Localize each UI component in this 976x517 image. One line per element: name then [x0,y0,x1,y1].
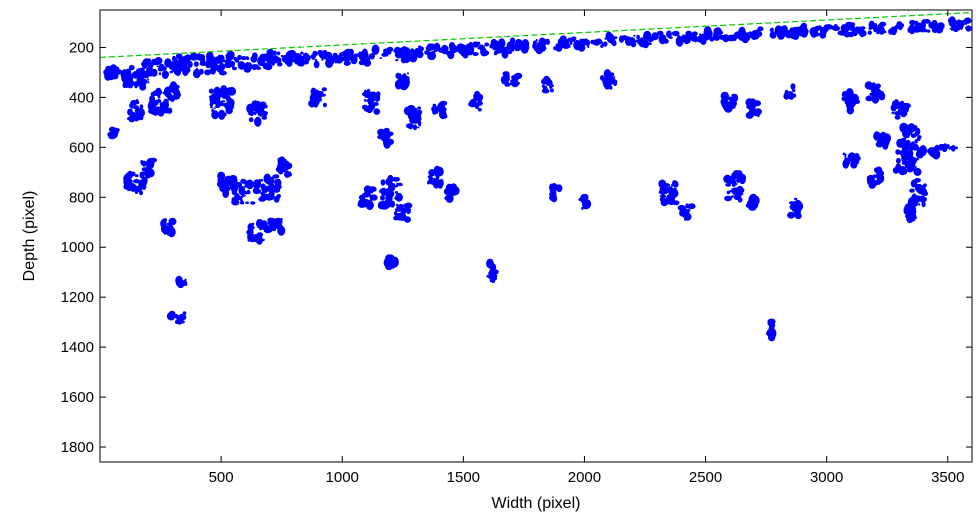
data-point [160,217,177,238]
data-point [605,30,659,49]
x-tick-label: 2000 [568,469,601,486]
y-tick-label: 1000 [61,239,94,256]
data-point [246,100,268,127]
data-point [541,75,554,94]
data-point [256,173,282,203]
x-tick-label: 3000 [810,469,843,486]
data-point [842,152,861,169]
data-point [246,218,269,245]
data-point [427,165,444,189]
data-point [141,57,182,79]
y-tick-label: 1800 [61,439,94,456]
data-point [443,183,460,203]
data-point [864,81,886,104]
data-point [915,145,941,160]
data-point [103,64,123,81]
data-point [899,122,922,151]
surface-line-layer [100,11,972,59]
y-tick-label: 1400 [61,339,94,356]
data-point [166,310,187,325]
data-point [163,81,181,102]
data-point [500,71,523,88]
plot-background [100,10,972,462]
data-point [275,156,293,178]
data-point [787,197,804,220]
data-point [903,203,917,224]
data-point [751,25,805,40]
data-point [557,35,613,52]
data-point [123,170,148,196]
data-point [266,48,320,69]
data-point [841,88,860,115]
data-point [410,42,469,61]
surface-line [100,11,972,59]
plot-area [99,9,973,463]
data-point [357,185,378,211]
data-point [720,91,739,113]
data-point [866,166,885,189]
data-point [216,50,273,73]
y-tick-label: 800 [69,189,94,206]
data-point [208,85,237,120]
data-point [797,22,855,39]
y-tick-label: 400 [69,89,94,106]
x-tick-label: 500 [209,469,234,486]
y-axis-title: Depth (pixel) [21,191,38,282]
data-point [745,98,762,119]
data-point [377,127,395,149]
data-point [468,90,484,112]
data-point [168,51,227,79]
data-point [264,217,286,236]
data-point [230,178,262,206]
data-point [783,83,797,100]
y-tick-label: 1200 [61,289,94,306]
data-point [873,131,892,150]
x-tick-label: 3500 [931,469,964,486]
data-point [890,99,911,120]
data-point [745,193,760,211]
data-point [140,157,158,179]
data-point [308,87,327,108]
data-point [361,88,381,115]
plot-frame [99,9,973,463]
data-point [175,275,188,289]
y-tick-label: 1600 [61,389,94,406]
data-points-layer [103,16,972,342]
data-point [393,202,413,223]
data-point [844,20,905,38]
data-point [486,258,499,284]
data-point [377,174,403,210]
data-point [699,26,760,44]
x-tick-label: 1000 [326,469,359,486]
data-point [723,170,747,203]
data-point [907,19,945,35]
data-point [765,318,777,342]
data-point [933,143,958,153]
data-point [658,179,680,207]
data-point [383,254,399,271]
data-point [578,193,592,210]
y-tick-label: 600 [69,139,94,156]
data-point [403,104,423,131]
data-point [126,99,146,123]
x-tick-label: 1500 [447,469,480,486]
y-axis: 200 400 600 800 1000 1200 1400 1600 1800 [61,39,972,456]
data-point [947,16,972,32]
data-point [677,203,696,221]
x-axis-title: Width (pixel) [492,495,581,512]
data-point [107,126,120,140]
data-point [147,87,173,117]
data-point [600,69,618,90]
y-tick-label: 200 [69,39,94,56]
x-axis: 500 1000 1500 2000 2500 3000 3500 [209,10,964,486]
x-tick-label: 2500 [689,469,722,486]
data-point [394,72,410,91]
data-point [549,183,563,203]
data-point [317,48,372,68]
data-point [431,100,448,120]
